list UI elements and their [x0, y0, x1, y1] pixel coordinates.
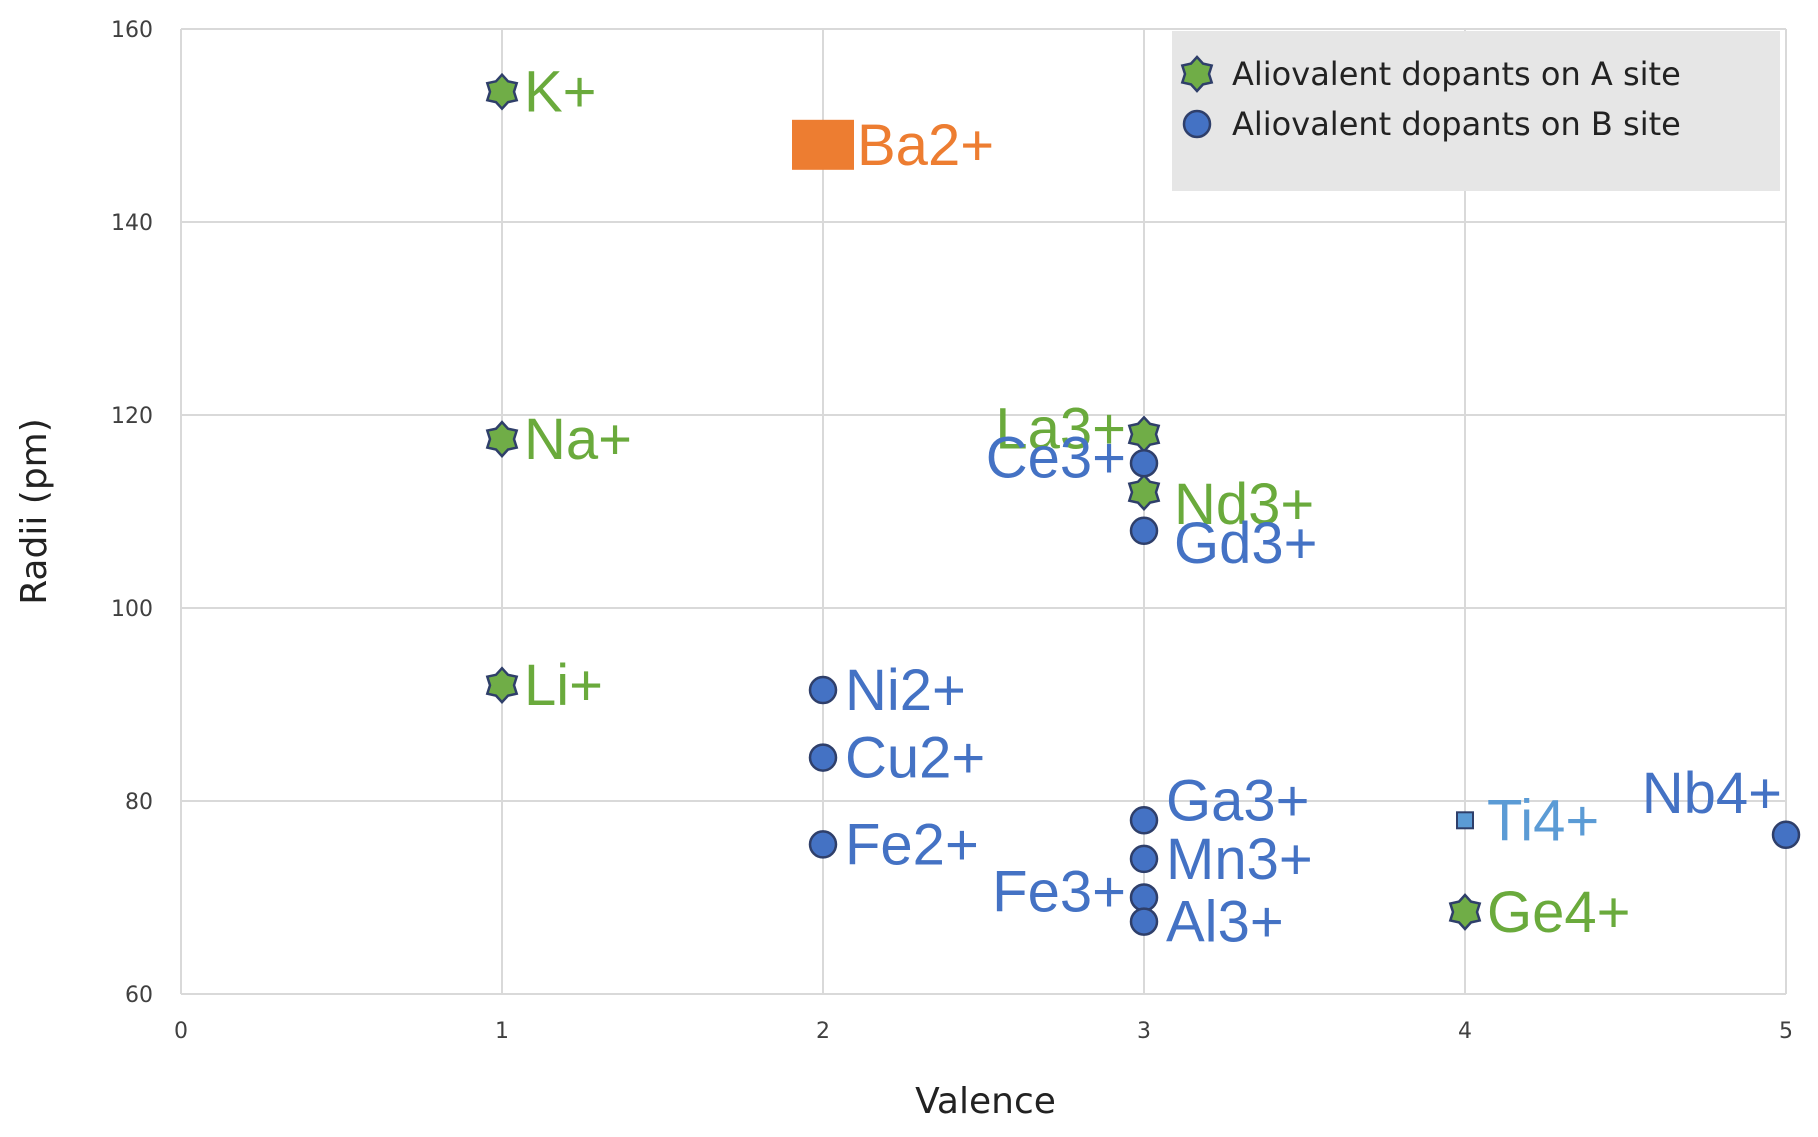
point-nd3	[1127, 473, 1161, 512]
point-ge4	[1448, 893, 1482, 931]
label-fe3: Fe3+	[992, 860, 1126, 925]
x-tick-label: 1	[495, 1019, 509, 1044]
label-ni2: Ni2+	[845, 658, 966, 723]
point-mn3	[1129, 844, 1159, 874]
axis-ticks: 0 1 2 3 4 5 60 80 100 120 140 160	[111, 18, 1793, 1044]
point-fe3	[1129, 883, 1159, 912]
label-cu2: Cu2+	[845, 726, 985, 791]
label-nd3: Nd3+	[1174, 472, 1314, 537]
x-tick-label: 0	[174, 1019, 188, 1044]
legend-entry: Aliovalent dopants on A site	[1232, 55, 1681, 93]
point-nb4	[1771, 820, 1801, 850]
x-tick-label: 2	[816, 1019, 830, 1044]
legend-circle-icon	[1182, 109, 1212, 139]
point-cu2	[808, 743, 838, 772]
y-axis-title: Radii (pm)	[14, 418, 55, 605]
point-ce3	[1129, 449, 1159, 478]
label-al3: Al3+	[1166, 890, 1284, 955]
point-ga3	[1129, 806, 1159, 835]
point-na	[485, 420, 519, 458]
point-ti4	[1456, 811, 1474, 830]
point-fe2	[808, 830, 838, 859]
y-tick-label: 60	[125, 983, 153, 1008]
point-ni2	[808, 675, 838, 705]
point-al3	[1129, 907, 1159, 936]
point-li	[485, 666, 519, 705]
y-tick-label: 120	[111, 404, 153, 429]
label-la3: La3+	[995, 396, 1126, 461]
label-mn3: Mn3+	[1166, 827, 1313, 892]
y-tick-label: 100	[111, 597, 153, 622]
label-ga3: Ga3+	[1166, 768, 1310, 833]
y-tick-label: 140	[111, 211, 153, 236]
label-na: Na+	[524, 407, 632, 472]
data-points	[485, 72, 1801, 936]
label-k: K+	[524, 60, 597, 125]
x-tick-label: 3	[1137, 1019, 1151, 1044]
x-tick-label: 4	[1458, 1019, 1472, 1044]
label-ba2: Ba2+	[857, 113, 994, 178]
label-ce3: Ce3+	[986, 425, 1126, 490]
label-ge4: Ge4+	[1487, 880, 1631, 945]
label-gd3: Gd3+	[1174, 511, 1318, 576]
legend: Aliovalent dopants on A site Aliovalent d…	[1180, 55, 1681, 143]
legend-entry: Aliovalent dopants on B site	[1232, 105, 1681, 143]
x-axis-title: Valence	[915, 1081, 1056, 1122]
y-tick-label: 160	[111, 18, 153, 43]
x-tick-label: 5	[1779, 1019, 1793, 1044]
legend-star-icon	[1180, 55, 1214, 93]
point-k	[485, 72, 519, 111]
point-ba2	[792, 119, 854, 170]
point-gd3	[1129, 516, 1159, 546]
label-fe2: Fe2+	[845, 812, 979, 877]
legend-box	[1172, 31, 1780, 191]
label-li: Li+	[524, 653, 603, 718]
label-nb4: Nb4+	[1642, 761, 1782, 826]
label-ti4: Ti4+	[1487, 788, 1599, 853]
gridlines	[180, 28, 1787, 995]
data-labels: K+ Na+ Li+ La3+ Nd3+ Ge4+ Ni2+Cu2+ Fe2+ Ce3+ Gd3+…	[524, 60, 1782, 955]
y-tick-label: 80	[125, 790, 153, 815]
